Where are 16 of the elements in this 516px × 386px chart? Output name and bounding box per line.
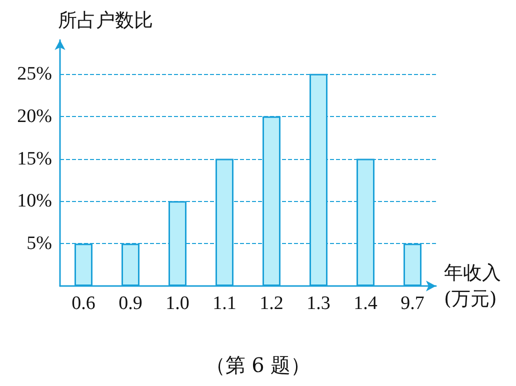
y-axis-title: 所占户数比 [58, 10, 153, 32]
x-axis-title: 年收入 (万元) [444, 262, 501, 310]
y-tick-label: 20% [17, 106, 52, 127]
text: （第 6 题） [205, 353, 311, 377]
y-tick-label: 10% [17, 190, 52, 212]
x-tick-label: 1.1 [212, 293, 236, 314]
x-tick-label: 1.4 [354, 293, 378, 314]
y-tick-label: 5% [26, 233, 52, 254]
y-tick-label: 15% [17, 148, 52, 170]
x-tick-label: 1.2 [260, 293, 284, 314]
x-tick-label: 9.7 [400, 293, 424, 314]
x-tick-label: 1.0 [166, 293, 190, 314]
x-tick-label: 0.6 [72, 293, 96, 314]
x-tick-label: 0.9 [118, 293, 142, 314]
y-tick-label: 25% [17, 63, 52, 84]
x-tick-label: 1.3 [306, 293, 330, 314]
